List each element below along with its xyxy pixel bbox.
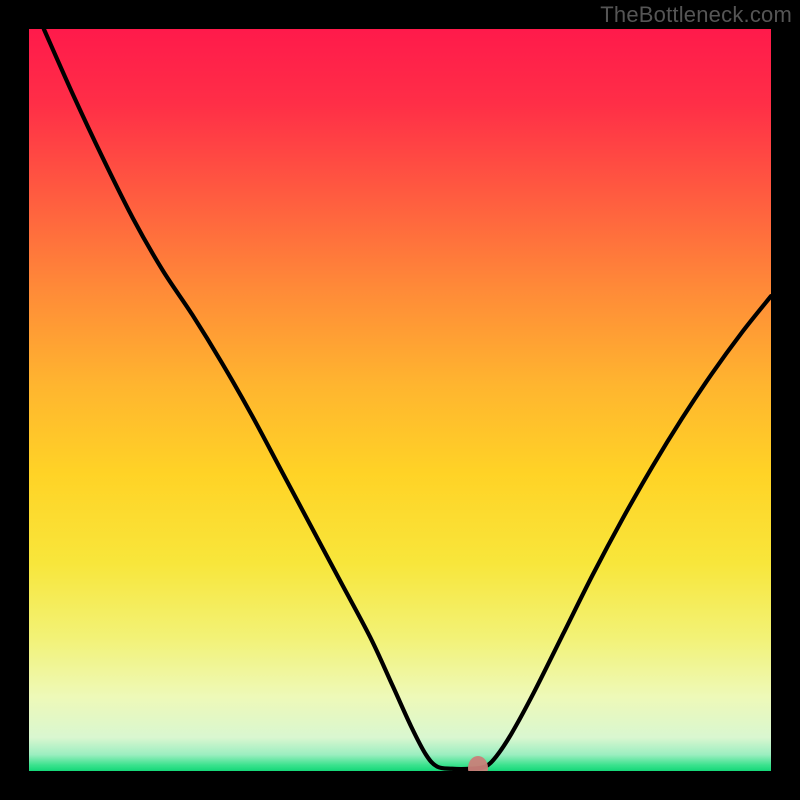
plot-area [29, 29, 771, 771]
bottleneck-curve [29, 29, 771, 771]
curve-path [44, 29, 771, 769]
chart-stage: TheBottleneck.com [0, 0, 800, 800]
watermark-text: TheBottleneck.com [600, 2, 792, 28]
